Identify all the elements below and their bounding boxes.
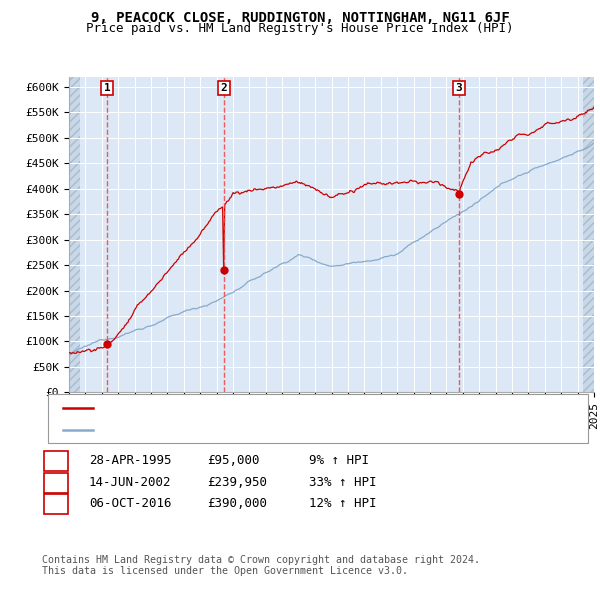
Text: 9, PEACOCK CLOSE, RUDDINGTON, NOTTINGHAM, NG11 6JF (detached house): 9, PEACOCK CLOSE, RUDDINGTON, NOTTINGHAM… bbox=[96, 404, 548, 413]
Text: 1: 1 bbox=[104, 83, 110, 93]
Text: Contains HM Land Registry data © Crown copyright and database right 2024.
This d: Contains HM Land Registry data © Crown c… bbox=[42, 555, 480, 576]
Text: £95,000: £95,000 bbox=[207, 454, 260, 467]
Text: 2: 2 bbox=[221, 83, 227, 93]
Text: 2: 2 bbox=[53, 476, 60, 489]
Text: 28-APR-1995: 28-APR-1995 bbox=[89, 454, 172, 467]
Text: 3: 3 bbox=[53, 497, 60, 510]
Text: 9, PEACOCK CLOSE, RUDDINGTON, NOTTINGHAM, NG11 6JF: 9, PEACOCK CLOSE, RUDDINGTON, NOTTINGHAM… bbox=[91, 11, 509, 25]
Text: 06-OCT-2016: 06-OCT-2016 bbox=[89, 497, 172, 510]
Bar bbox=[583, 77, 594, 392]
Text: 12% ↑ HPI: 12% ↑ HPI bbox=[309, 497, 377, 510]
Text: 1: 1 bbox=[53, 454, 60, 467]
Text: 3: 3 bbox=[455, 83, 463, 93]
Text: 14-JUN-2002: 14-JUN-2002 bbox=[89, 476, 172, 489]
Text: 9% ↑ HPI: 9% ↑ HPI bbox=[309, 454, 369, 467]
Text: 33% ↑ HPI: 33% ↑ HPI bbox=[309, 476, 377, 489]
Text: HPI: Average price, detached house, Rushcliffe: HPI: Average price, detached house, Rush… bbox=[96, 425, 407, 435]
Text: Price paid vs. HM Land Registry's House Price Index (HPI): Price paid vs. HM Land Registry's House … bbox=[86, 22, 514, 35]
Text: £390,000: £390,000 bbox=[207, 497, 267, 510]
Bar bbox=[69, 77, 80, 392]
Text: £239,950: £239,950 bbox=[207, 476, 267, 489]
